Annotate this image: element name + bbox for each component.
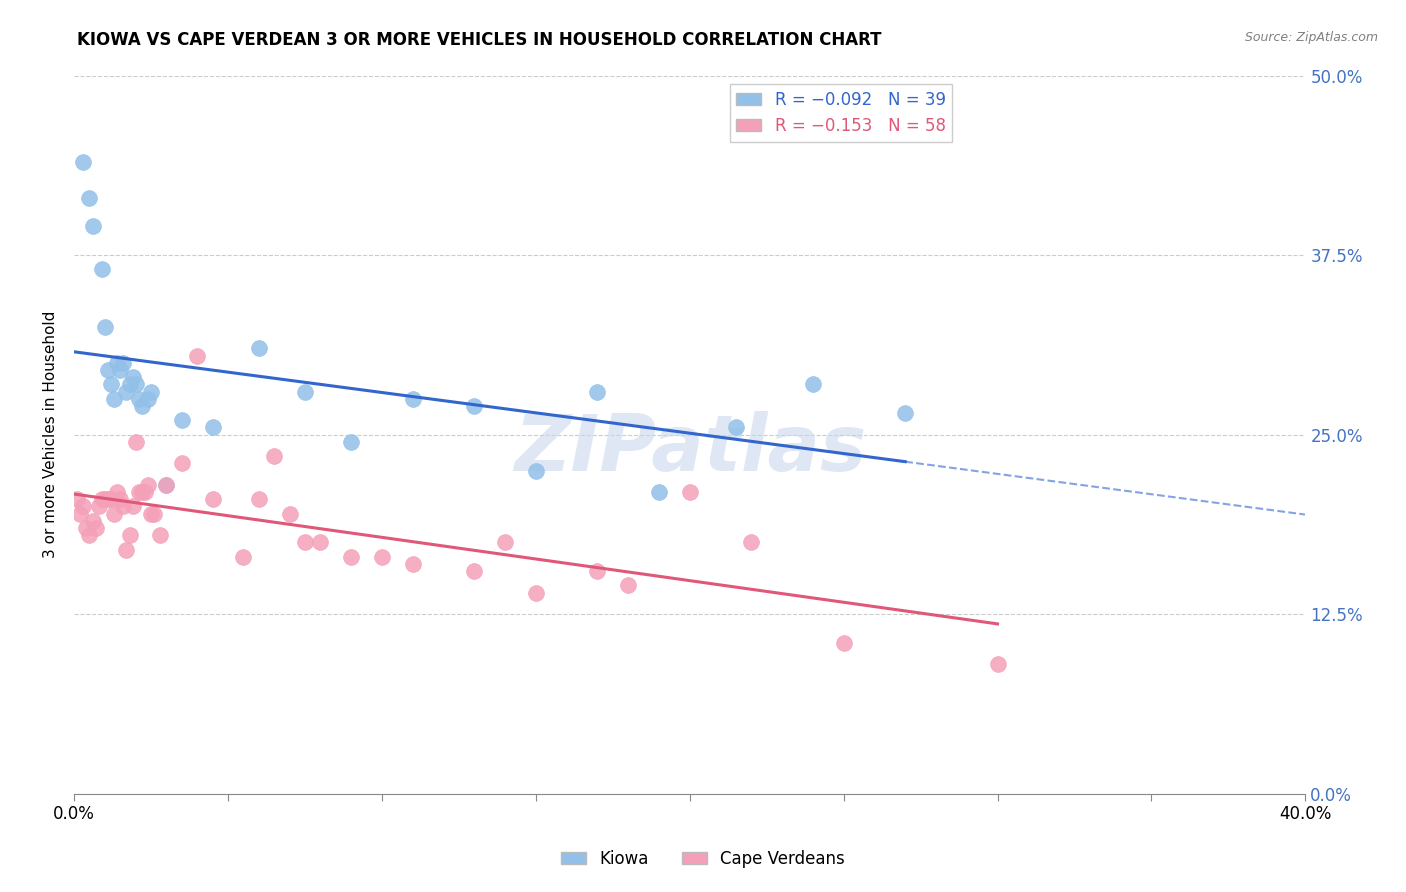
- Point: [112, 356, 135, 370]
- Point: [110, 492, 132, 507]
- Point: [100, 377, 122, 392]
- Legend: Kiowa, Cape Verdeans: Kiowa, Cape Verdeans: [554, 844, 852, 875]
- Point: [69, 507, 91, 521]
- Point: [124, 377, 146, 392]
- Point: [524, 585, 547, 599]
- Point: [201, 420, 224, 434]
- Point: [524, 463, 547, 477]
- Point: [121, 500, 143, 514]
- Point: [170, 413, 193, 427]
- Point: [340, 549, 363, 564]
- Point: [648, 485, 671, 500]
- Y-axis label: 3 or more Vehicles in Household: 3 or more Vehicles in Household: [44, 311, 58, 558]
- Point: [617, 578, 640, 592]
- Point: [134, 485, 156, 500]
- Point: [232, 549, 254, 564]
- Point: [79, 528, 101, 542]
- Point: [139, 507, 162, 521]
- Point: [402, 392, 425, 406]
- Point: [987, 657, 1010, 672]
- Point: [94, 492, 117, 507]
- Point: [724, 420, 747, 434]
- Point: [118, 528, 141, 542]
- Point: [97, 492, 120, 507]
- Point: [894, 406, 917, 420]
- Point: [115, 384, 138, 399]
- Point: [494, 535, 516, 549]
- Point: [121, 370, 143, 384]
- Point: [371, 549, 394, 564]
- Point: [463, 399, 485, 413]
- Point: [155, 478, 177, 492]
- Point: [801, 377, 824, 392]
- Text: KIOWA VS CAPE VERDEAN 3 OR MORE VEHICLES IN HOUSEHOLD CORRELATION CHART: KIOWA VS CAPE VERDEAN 3 OR MORE VEHICLES…: [77, 31, 882, 49]
- Point: [75, 521, 97, 535]
- Point: [82, 219, 104, 234]
- Point: [128, 485, 150, 500]
- Point: [128, 392, 150, 406]
- Point: [79, 191, 101, 205]
- Point: [110, 363, 132, 377]
- Point: [131, 485, 153, 500]
- Point: [124, 434, 146, 449]
- Point: [131, 399, 153, 413]
- Point: [105, 485, 128, 500]
- Point: [136, 478, 159, 492]
- Point: [115, 542, 138, 557]
- Point: [247, 492, 270, 507]
- Point: [155, 478, 177, 492]
- Point: [463, 564, 485, 578]
- Point: [832, 636, 855, 650]
- Point: [103, 507, 125, 521]
- Point: [136, 392, 159, 406]
- Text: ZIPatlas: ZIPatlas: [513, 411, 866, 487]
- Point: [105, 356, 128, 370]
- Point: [294, 535, 316, 549]
- Legend: R = −0.092   N = 39, R = −0.153   N = 58: R = −0.092 N = 39, R = −0.153 N = 58: [730, 84, 952, 142]
- Point: [294, 384, 316, 399]
- Point: [90, 492, 112, 507]
- Point: [97, 363, 120, 377]
- Point: [66, 492, 89, 507]
- Point: [103, 392, 125, 406]
- Point: [278, 507, 301, 521]
- Point: [740, 535, 762, 549]
- Point: [201, 492, 224, 507]
- Point: [170, 456, 193, 470]
- Point: [309, 535, 332, 549]
- Point: [143, 507, 166, 521]
- Point: [679, 485, 702, 500]
- Point: [139, 384, 162, 399]
- Point: [94, 319, 117, 334]
- Point: [100, 492, 122, 507]
- Point: [340, 434, 363, 449]
- Point: [586, 384, 609, 399]
- Point: [149, 528, 172, 542]
- Point: [402, 557, 425, 571]
- Point: [90, 262, 112, 277]
- Point: [82, 514, 104, 528]
- Point: [72, 500, 94, 514]
- Point: [84, 521, 107, 535]
- Point: [118, 377, 141, 392]
- Point: [586, 564, 609, 578]
- Point: [72, 154, 94, 169]
- Point: [263, 449, 285, 463]
- Point: [186, 349, 208, 363]
- Point: [87, 500, 110, 514]
- Point: [247, 342, 270, 356]
- Text: Source: ZipAtlas.com: Source: ZipAtlas.com: [1244, 31, 1378, 45]
- Point: [112, 500, 135, 514]
